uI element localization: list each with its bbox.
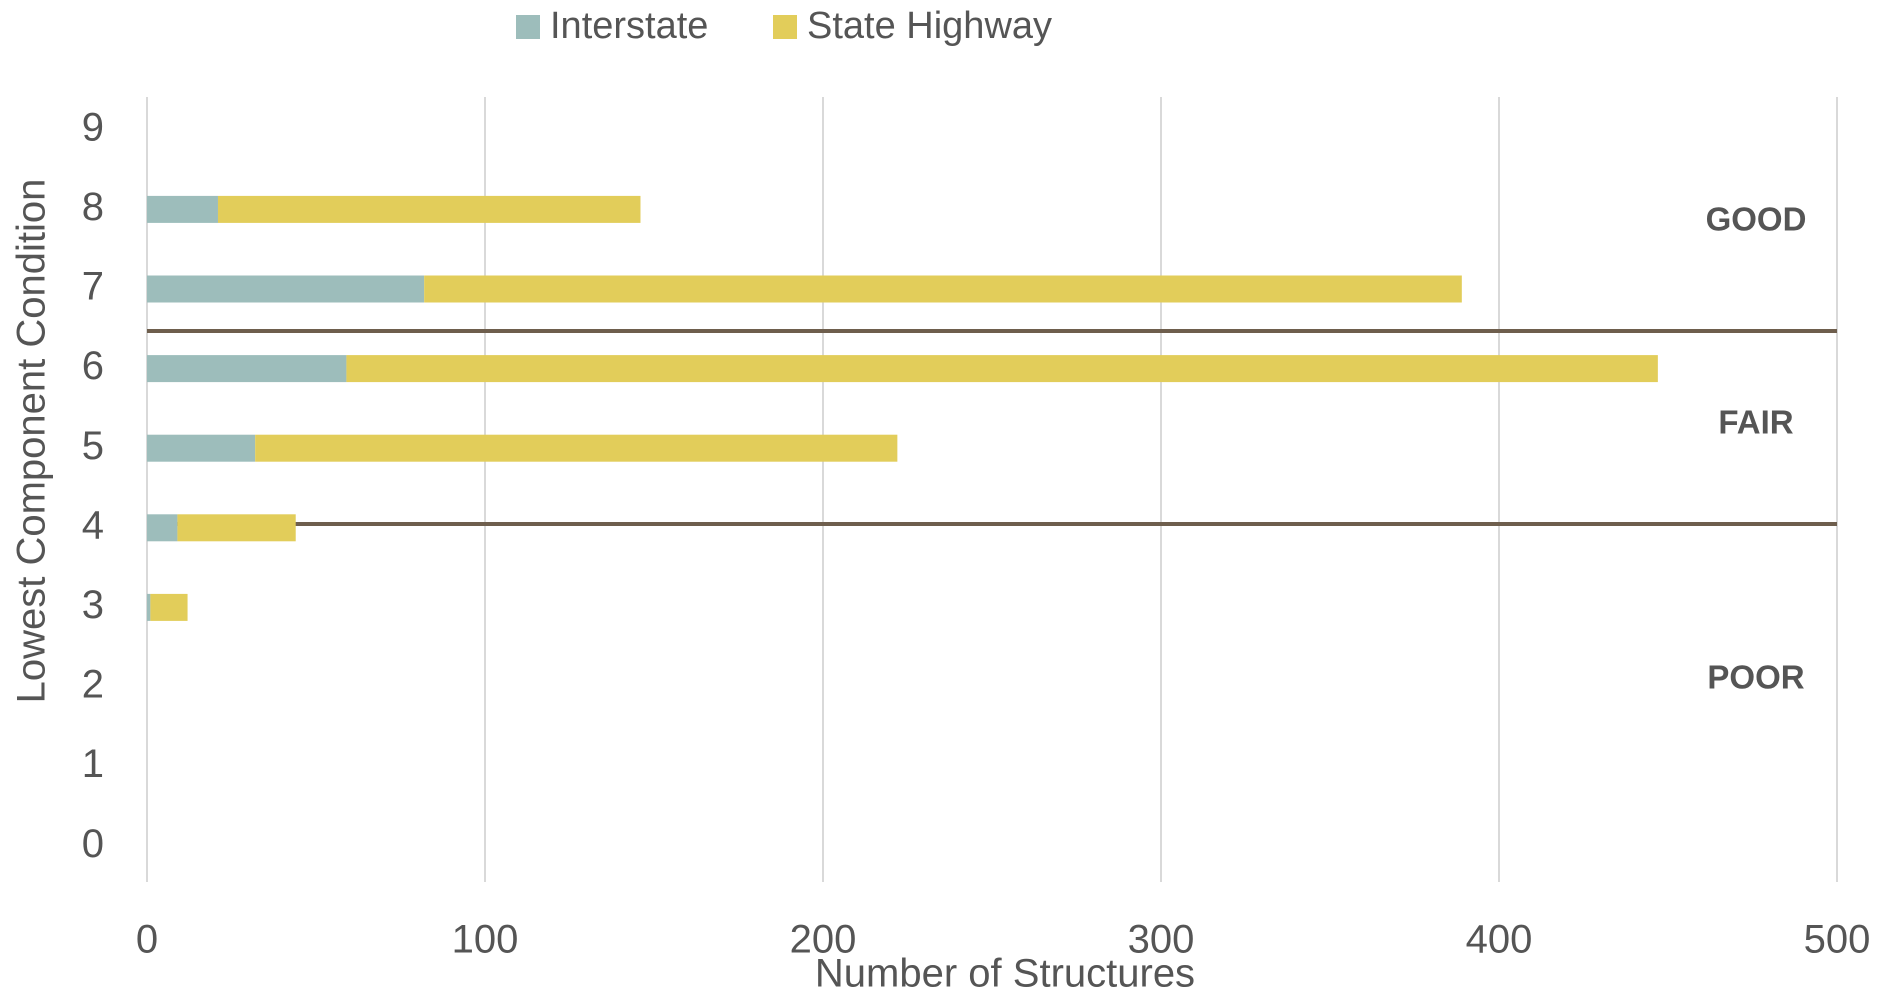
y-tick-label: 2 [82, 663, 104, 707]
y-tick-label: 5 [82, 424, 104, 468]
y-tick-label: 8 [82, 185, 104, 229]
annotation: FAIR [1718, 404, 1793, 441]
bar [147, 514, 178, 542]
annotation: GOOD [1706, 201, 1807, 238]
bar [147, 355, 347, 383]
bar [150, 593, 188, 621]
legend-swatch [773, 15, 797, 39]
bar [217, 195, 641, 223]
bar [177, 514, 296, 542]
bar [346, 355, 1658, 383]
y-axis-title: Lowest Component Condition [10, 179, 54, 704]
y-tick-label: 6 [82, 344, 104, 388]
y-tick-label: 3 [82, 583, 104, 627]
y-tick-label: 0 [82, 822, 104, 866]
bar [147, 593, 151, 621]
legend-label: Interstate [550, 5, 708, 47]
y-tick-label: 1 [82, 742, 104, 786]
bar [147, 275, 425, 303]
x-tick-label: 400 [1466, 918, 1533, 962]
y-tick-label: 4 [82, 503, 104, 547]
x-tick-label: 100 [452, 918, 519, 962]
legend-label: State Highway [807, 5, 1052, 47]
annotation: POOR [1707, 659, 1804, 696]
y-tick-label: 9 [82, 105, 104, 149]
x-axis-title: Number of Structures [815, 952, 1195, 995]
bar [424, 275, 1462, 303]
x-tick-label: 300 [1128, 918, 1195, 962]
bar [147, 195, 218, 223]
x-tick-label: 500 [1804, 918, 1871, 962]
x-tick-label: 0 [136, 918, 158, 962]
bar [255, 434, 898, 462]
legend-swatch [516, 15, 540, 39]
x-tick-label: 200 [790, 918, 857, 962]
y-tick-label: 7 [82, 265, 104, 309]
bar [147, 434, 256, 462]
